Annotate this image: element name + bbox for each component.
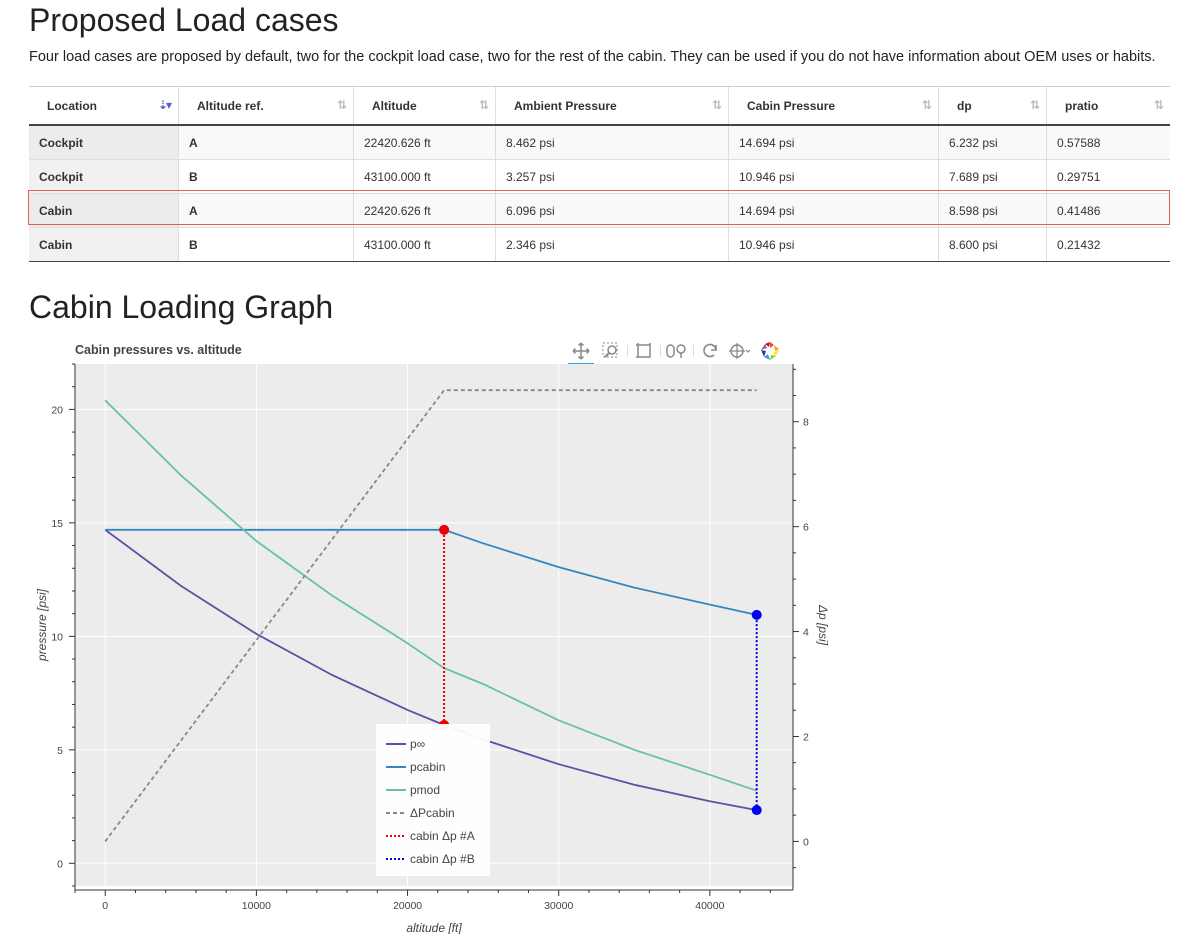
column-header-dp[interactable]: dp ⇅	[938, 86, 1047, 126]
cell-cabin-pressure: 14.694 psi	[728, 193, 939, 228]
legend-label: pcabin	[410, 760, 445, 774]
sort-icon[interactable]: ⇅	[711, 98, 722, 112]
y2-tick-label: 8	[803, 417, 809, 429]
y2-tick-label: 4	[803, 627, 809, 639]
cell-altitude: 43100.000 ft	[353, 159, 496, 194]
toolbar-divider	[627, 345, 628, 357]
cell-dp: 8.600 psi	[938, 227, 1047, 262]
cell-dp: 6.232 psi	[938, 124, 1047, 160]
column-header-altitude[interactable]: Altitude ⇅	[353, 86, 496, 126]
y2-axis-label: Δp [psi]	[816, 604, 830, 646]
cell-ambient-pressure: 6.096 psi	[495, 193, 729, 228]
wheel-zoom-icon[interactable]	[662, 339, 692, 363]
series-line	[104, 389, 757, 842]
cell-ambient-pressure: 3.257 psi	[495, 159, 729, 194]
cell-altitude-ref: A	[178, 193, 354, 228]
table-row[interactable]: Cockpit B 43100.000 ft 3.257 psi 10.946 …	[29, 159, 1170, 194]
cabin-loading-chart[interactable]: Cabin pressures vs. altitude 0 10000 20000…	[0, 330, 840, 934]
toolbar-divider	[693, 345, 694, 357]
legend-label: cabin Δp #A	[410, 829, 475, 843]
series-layer	[104, 389, 762, 842]
box-zoom-icon[interactable]	[596, 339, 626, 363]
y2-tick-label: 6	[803, 522, 809, 534]
data-point-marker	[439, 524, 450, 535]
data-point-marker	[751, 805, 762, 816]
y2-tick-label: 2	[803, 731, 809, 743]
cell-pratio: 0.21432	[1046, 227, 1170, 262]
axes: 0 10000 20000 30000 40000 0 5 10 15 20 0 2 4 6 8	[51, 363, 809, 912]
y-axis-label: pressure [psi]	[35, 588, 49, 662]
crosshair-icon[interactable]	[725, 339, 755, 363]
cell-cabin-pressure: 14.694 psi	[728, 124, 939, 160]
x-tick-label: 0	[102, 900, 108, 912]
cell-dp: 8.598 psi	[938, 193, 1047, 228]
chart-legend: p∞ pcabin pmod ΔPcabin cabin Δp #A cabin Δp #…	[376, 724, 490, 876]
sort-icon[interactable]: ⇅	[336, 98, 347, 112]
y-tick-label: 0	[57, 858, 63, 870]
sort-icon[interactable]: ⇅	[478, 98, 489, 112]
sort-icon[interactable]: ⇅	[1153, 98, 1164, 112]
sort-desc-icon[interactable]: ⇣▾	[157, 98, 172, 112]
cell-ambient-pressure: 8.462 psi	[495, 124, 729, 160]
y-tick-label: 10	[51, 631, 63, 643]
table-row[interactable]: Cockpit A 22420.626 ft 8.462 psi 14.694 …	[29, 124, 1170, 160]
cell-dp: 7.689 psi	[938, 159, 1047, 194]
data-point-marker	[751, 609, 762, 620]
column-header-location[interactable]: Location ⇣▾	[29, 86, 179, 126]
bokeh-logo-icon[interactable]	[755, 339, 785, 363]
cell-location: Cockpit	[29, 159, 179, 194]
table-header-row: Location ⇣▾ Altitude ref. ⇅ Altitude ⇅ Ambi…	[29, 86, 1170, 126]
intro-text: Four load cases are proposed by default,…	[29, 49, 1156, 65]
y2-tick-label: 0	[803, 836, 809, 848]
table-row[interactable]: Cabin B 43100.000 ft 2.346 psi 10.946 ps…	[29, 227, 1170, 262]
legend-box	[376, 724, 490, 876]
cell-altitude: 43100.000 ft	[353, 227, 496, 262]
cell-altitude: 22420.626 ft	[353, 193, 496, 228]
y-tick-label: 20	[51, 404, 63, 416]
column-header-ambient-pressure[interactable]: Ambient Pressure ⇅	[495, 86, 729, 126]
x-axis-label: altitude [ft]	[406, 921, 462, 934]
page-title: Proposed Load cases	[29, 2, 339, 38]
load-cases-table: Location ⇣▾ Altitude ref. ⇅ Altitude ⇅ Ambi…	[29, 86, 1170, 262]
x-tick-label: 40000	[695, 900, 724, 912]
box-select-icon[interactable]	[629, 339, 659, 363]
cell-altitude-ref: A	[178, 124, 354, 160]
column-header-altitude-ref[interactable]: Altitude ref. ⇅	[178, 86, 354, 126]
x-tick-label: 20000	[393, 900, 422, 912]
cell-altitude-ref: B	[178, 227, 354, 262]
chart-title: Cabin pressures vs. altitude	[75, 343, 242, 357]
cell-ambient-pressure: 2.346 psi	[495, 227, 729, 262]
cell-location: Cabin	[29, 227, 179, 262]
legend-label: cabin Δp #B	[410, 852, 475, 866]
cell-pratio: 0.41486	[1046, 193, 1170, 228]
legend-label: pmod	[410, 783, 440, 797]
legend-label: ΔPcabin	[410, 806, 455, 820]
plot-toolbar	[566, 338, 785, 365]
column-header-pratio[interactable]: pratio ⇅	[1046, 86, 1170, 126]
sort-icon[interactable]: ⇅	[921, 98, 932, 112]
x-tick-label: 10000	[242, 900, 271, 912]
toolbar-divider	[660, 345, 661, 357]
x-tick-label: 30000	[544, 900, 573, 912]
legend-label: p∞	[410, 737, 425, 751]
cell-pratio: 0.57588	[1046, 124, 1170, 160]
y-tick-label: 15	[51, 518, 63, 530]
y-tick-label: 5	[57, 745, 63, 757]
reset-icon[interactable]	[695, 339, 725, 363]
graph-heading: Cabin Loading Graph	[29, 289, 334, 325]
column-header-cabin-pressure[interactable]: Cabin Pressure ⇅	[728, 86, 939, 126]
cell-cabin-pressure: 10.946 psi	[728, 159, 939, 194]
sort-icon[interactable]: ⇅	[1029, 98, 1040, 112]
cell-pratio: 0.29751	[1046, 159, 1170, 194]
cell-altitude-ref: B	[178, 159, 354, 194]
table-row-selected[interactable]: Cabin A 22420.626 ft 6.096 psi 14.694 ps…	[29, 193, 1170, 228]
cell-altitude: 22420.626 ft	[353, 124, 496, 160]
cell-location: Cabin	[29, 193, 179, 228]
cell-cabin-pressure: 10.946 psi	[728, 227, 939, 262]
cell-location: Cockpit	[29, 124, 179, 160]
